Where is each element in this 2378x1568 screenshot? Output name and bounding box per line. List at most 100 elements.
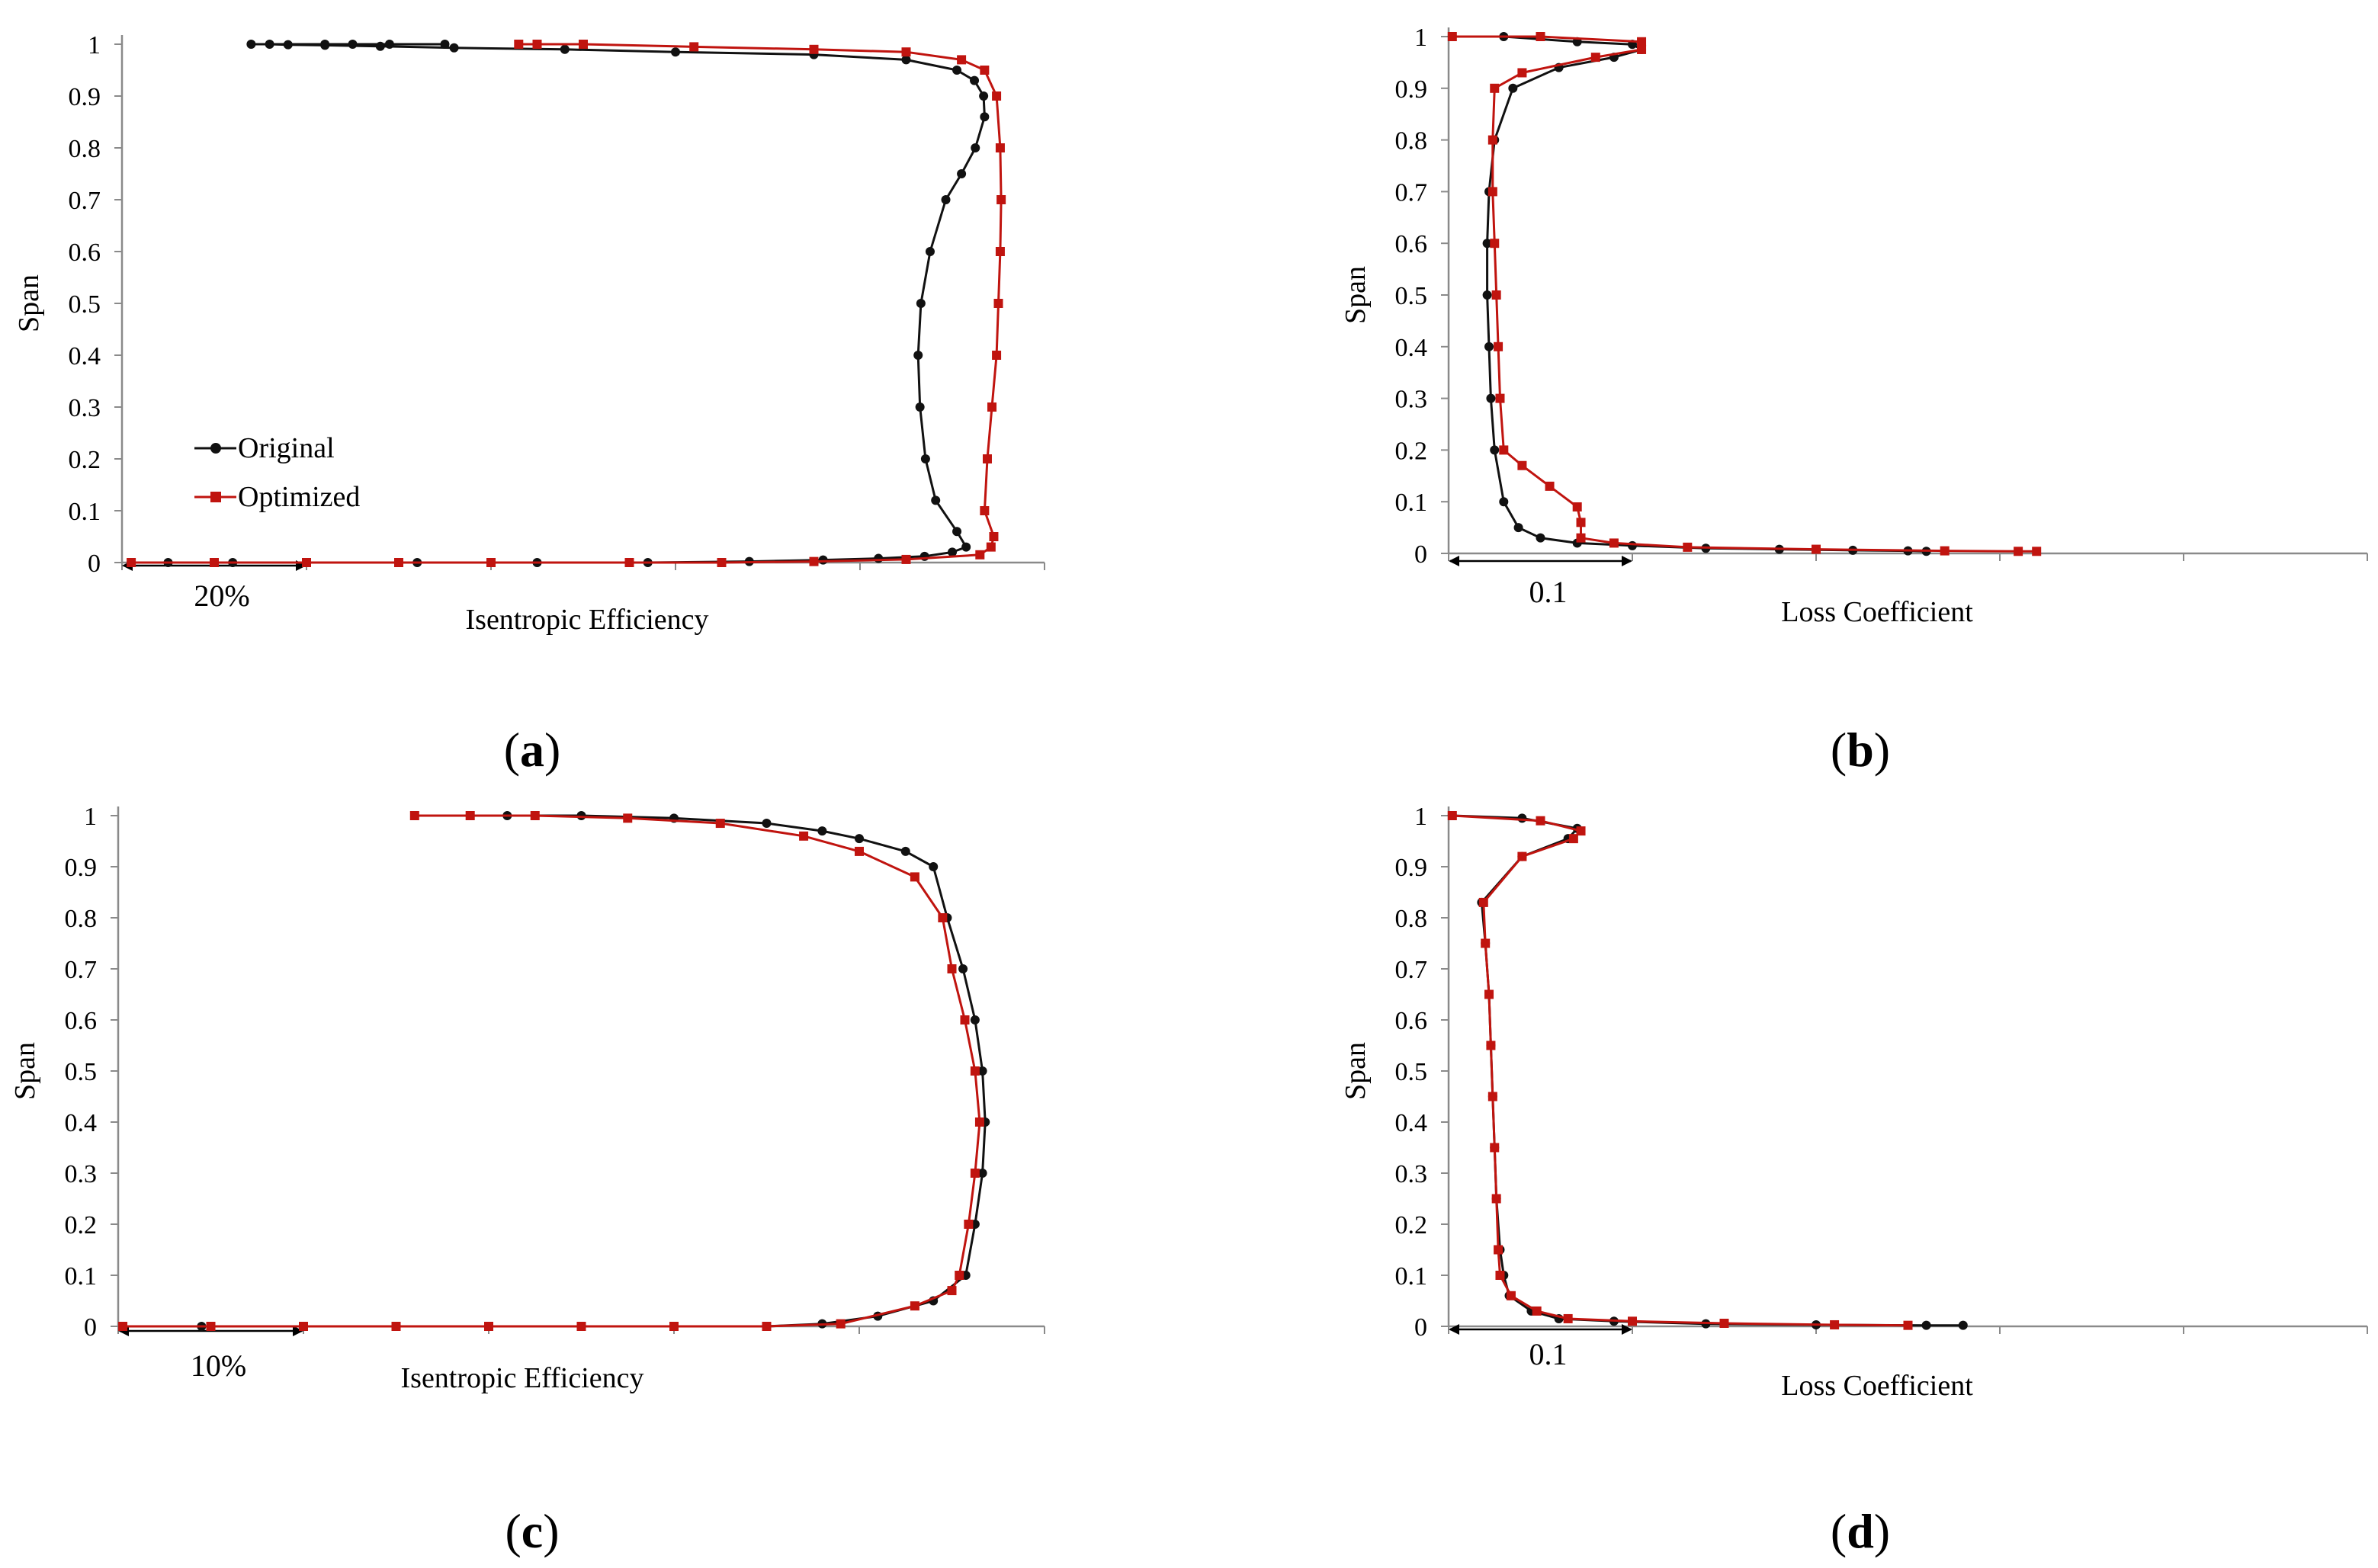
data-point <box>265 40 274 49</box>
x-axis-title: Loss Coefficient <box>1781 596 1973 628</box>
data-point <box>1572 502 1582 511</box>
data-point <box>1494 1245 1503 1255</box>
data-point <box>530 811 540 820</box>
data-point <box>974 1117 984 1127</box>
series-optimized <box>1447 811 1913 1330</box>
data-point <box>484 1322 493 1331</box>
legend-marker-original <box>210 443 221 454</box>
data-point <box>486 558 496 567</box>
data-point <box>715 819 725 829</box>
data-point <box>992 91 1002 101</box>
data-point <box>938 913 948 922</box>
data-point <box>302 558 311 567</box>
data-point <box>975 550 985 560</box>
y-tick-label: 0.9 <box>65 854 98 882</box>
data-point <box>916 299 926 308</box>
data-point <box>1958 1320 1968 1330</box>
data-point <box>910 1301 919 1311</box>
chart-b: 0 0.1 0.2 0.3 0.4 0.5 0.6 0.7 0.8 0.9 1 Span Loss Co… <box>1340 24 2368 777</box>
data-point <box>2032 547 2042 556</box>
data-point <box>532 40 542 49</box>
data-point <box>799 831 809 841</box>
y-tick-label: 0.1 <box>65 1262 98 1291</box>
data-point <box>623 813 633 823</box>
data-point <box>1490 1143 1500 1153</box>
y-tick-label: 0.5 <box>69 290 101 319</box>
data-point <box>979 91 989 101</box>
data-point <box>970 75 980 85</box>
data-point <box>1812 544 1821 554</box>
data-point <box>836 1319 846 1329</box>
x-axis-title: Isentropic Efficiency <box>466 604 709 636</box>
y-tick-label: 0.6 <box>1395 1007 1428 1035</box>
data-point <box>947 1286 957 1296</box>
data-point <box>996 195 1006 204</box>
data-point <box>855 846 864 856</box>
data-point <box>624 558 634 567</box>
data-point <box>970 1015 980 1024</box>
data-point <box>952 66 962 75</box>
data-point <box>579 40 588 49</box>
y-axis-title: Span <box>9 1042 41 1100</box>
data-point <box>958 964 968 973</box>
y-axis-title: Span <box>1340 266 1372 324</box>
data-point <box>1576 826 1586 836</box>
y-tick-label: 0.9 <box>1395 75 1428 104</box>
data-point <box>2014 547 2023 556</box>
scale-arrow-left <box>1449 556 1459 566</box>
data-point <box>1628 1316 1637 1326</box>
scale-arrow-right <box>1622 556 1632 566</box>
data-point <box>1536 32 1545 41</box>
data-point <box>576 1322 586 1331</box>
y-tick-label: 0.2 <box>1395 1211 1428 1239</box>
y-tick-label: 0.9 <box>1395 854 1428 882</box>
data-point <box>957 169 967 178</box>
y-tick-label: 0.7 <box>1395 178 1428 207</box>
scale-bar-label: 0.1 <box>1529 575 1568 609</box>
data-point <box>1576 518 1586 527</box>
data-point <box>1499 497 1509 507</box>
data-point <box>955 1271 964 1280</box>
data-point <box>1491 1194 1501 1204</box>
data-point <box>1576 533 1586 543</box>
y-tick-label: 0.2 <box>1395 437 1428 465</box>
y-tick-label: 0.1 <box>1395 489 1428 517</box>
data-point <box>1517 460 1527 470</box>
data-point <box>980 66 990 75</box>
y-tick-label: 0.3 <box>65 1160 98 1188</box>
data-point <box>901 55 911 65</box>
data-point <box>987 402 997 412</box>
data-point <box>348 40 358 49</box>
data-point <box>127 558 136 567</box>
y-tick-label: 0.3 <box>1395 386 1428 414</box>
data-point <box>1484 341 1494 351</box>
y-tick-label: 0.5 <box>1395 1058 1428 1086</box>
data-point <box>1517 813 1527 823</box>
series-optimized <box>1447 32 2042 556</box>
legend-marker-optimized <box>210 492 221 502</box>
data-point <box>900 846 910 856</box>
data-point <box>320 40 330 49</box>
y-tick-label: 1 <box>84 803 97 831</box>
y-tick-label: 0.7 <box>69 187 101 215</box>
y-tick-label: 1 <box>1414 803 1427 831</box>
data-point <box>1495 1271 1505 1280</box>
data-point <box>246 40 256 49</box>
data-point <box>394 558 403 567</box>
panel-label: (c) <box>505 1504 559 1558</box>
y-tick-label: 0.2 <box>69 446 101 474</box>
legend-label-original: Original <box>238 432 335 464</box>
data-point <box>910 872 919 882</box>
y-tick-label: 0 <box>1414 1313 1427 1342</box>
data-point <box>817 826 827 836</box>
data-point <box>560 44 570 54</box>
data-point <box>1719 1318 1729 1328</box>
y-tick-label: 0.7 <box>65 956 98 984</box>
data-point <box>1491 290 1501 300</box>
data-point <box>915 402 925 412</box>
data-point <box>971 143 980 152</box>
data-point <box>980 506 990 515</box>
data-point <box>1637 44 1647 54</box>
y-tick-label: 0.8 <box>1395 127 1428 156</box>
data-point <box>1487 135 1497 145</box>
